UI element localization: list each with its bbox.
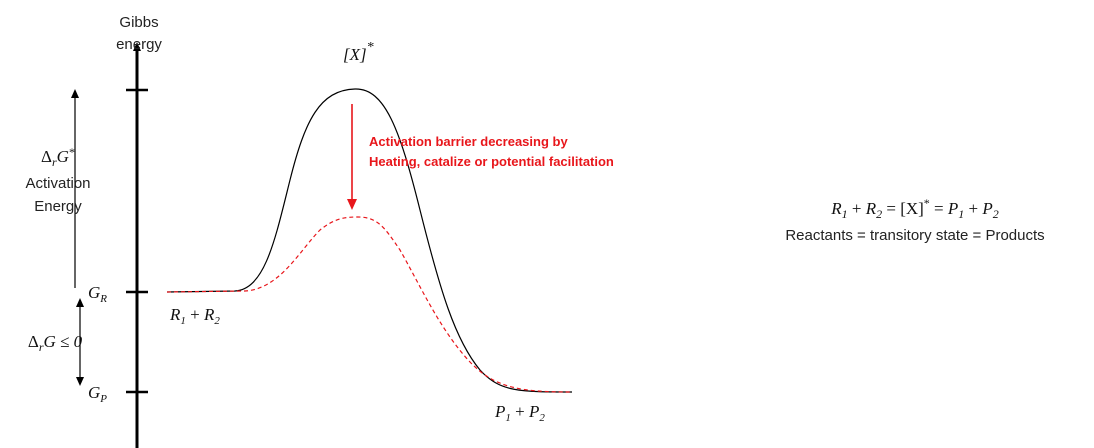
products: P1 + P2	[494, 402, 545, 424]
annotation: Heating, catalize or potential facilitat…	[369, 154, 614, 169]
reactants: R1 + R2	[169, 305, 220, 327]
activation-symbol: ΔrG*	[41, 145, 75, 169]
transition-state: [X]*	[343, 40, 374, 64]
catalyzed-curve	[166, 216, 573, 393]
level-label: GR	[88, 283, 107, 305]
axis-label: energy	[116, 36, 162, 53]
reaction-energy: ΔrG ≤ 0	[28, 332, 83, 354]
axis-label: Gibbs	[119, 14, 158, 31]
equation-caption: Reactants = transitory state = Products	[785, 227, 1044, 244]
annotation: Activation barrier decreasing by	[369, 134, 568, 149]
activation-label: Energy	[34, 198, 82, 215]
equation: R1 + R2 = [X]* = P1 + P2	[830, 196, 999, 221]
reaction-curve	[166, 88, 573, 393]
activation-label: Activation	[25, 175, 90, 192]
level-label: GP	[88, 383, 107, 405]
